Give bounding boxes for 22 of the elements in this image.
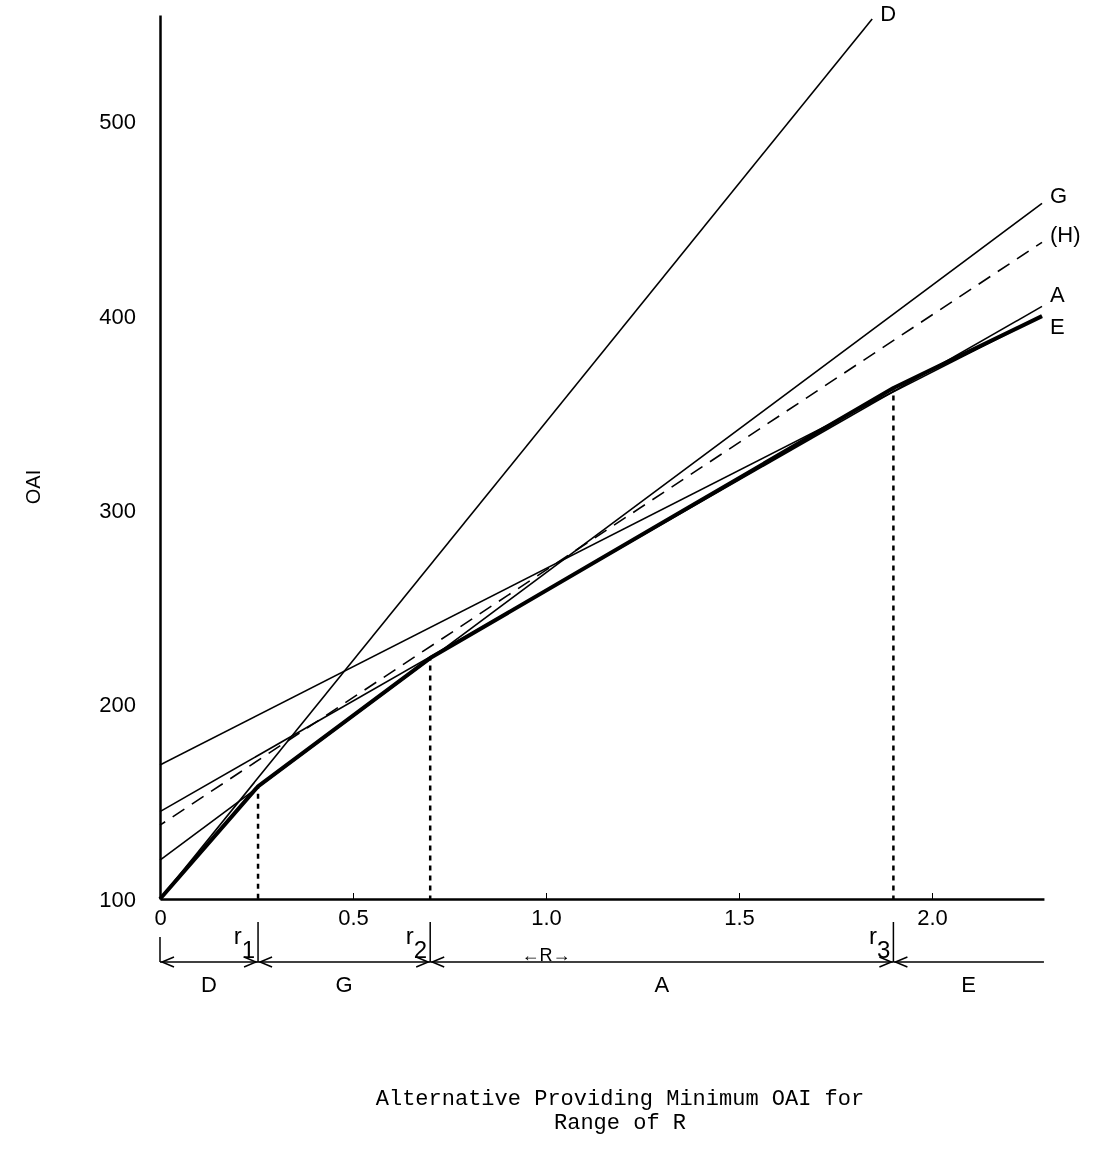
- series-label: (H): [1050, 222, 1081, 248]
- series-label: A: [1050, 282, 1066, 308]
- x-tick-label: 0.5: [338, 904, 369, 930]
- x-tick-label: 1.0: [531, 904, 562, 930]
- text: G: [335, 972, 353, 997]
- x-tick-label: 1.5: [724, 904, 755, 930]
- x-axis-title: ←R→: [521, 945, 571, 965]
- series-label: G: [1050, 183, 1068, 209]
- y-axis-title: OAI: [22, 469, 44, 505]
- series-label: D: [880, 0, 897, 26]
- series-label: E: [1050, 314, 1065, 340]
- y-tick-label: 200: [99, 692, 136, 718]
- y-tick-label: 300: [99, 497, 136, 523]
- text: E: [961, 972, 977, 997]
- x-tick-label: 0: [154, 904, 167, 930]
- text: D: [201, 972, 217, 997]
- y-tick-label: 400: [99, 303, 136, 329]
- y-tick-label: 500: [99, 109, 136, 135]
- text: A: [654, 972, 670, 997]
- text: Alternative Providing Minimum OAI for Range of R: [375, 1087, 865, 1137]
- x-tick-label: 2.0: [917, 904, 948, 930]
- y-tick-label: 100: [99, 886, 136, 912]
